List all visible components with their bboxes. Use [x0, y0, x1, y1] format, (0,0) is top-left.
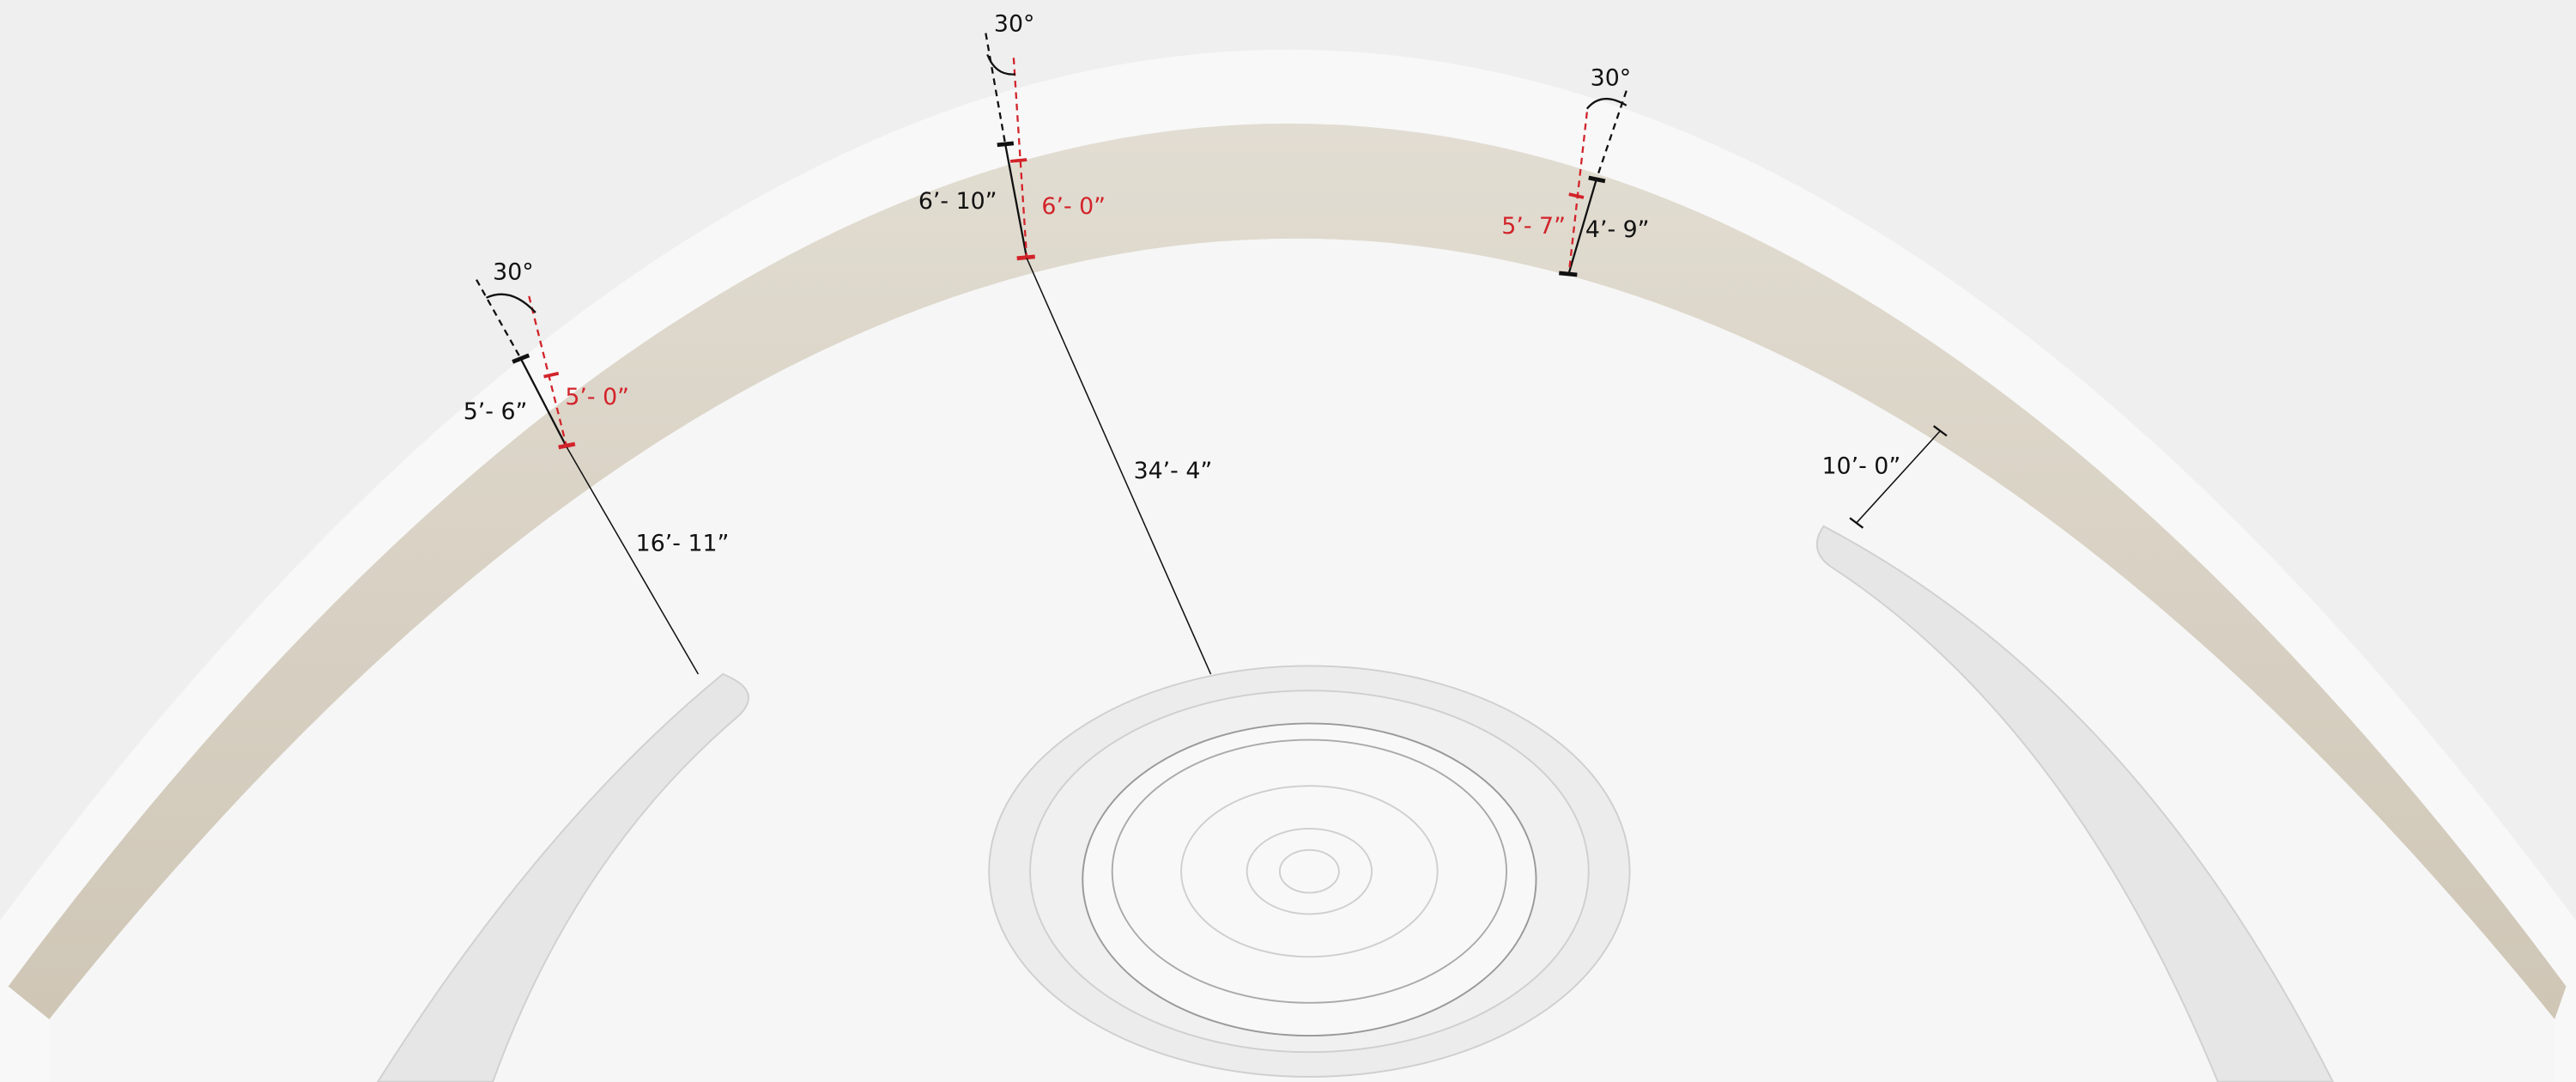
distance: 34’- 4”: [1134, 458, 1213, 484]
wall-height-inner: 5’- 0”: [565, 384, 629, 410]
wall-height-inner: 5’- 7”: [1501, 213, 1566, 240]
left-path: [376, 672, 749, 1082]
dimension-left: [476, 279, 700, 675]
wall-height: 5’- 6”: [464, 398, 528, 425]
distance: 16’- 11”: [636, 530, 730, 556]
angle-label: 30°: [493, 259, 533, 286]
plaza-floor: [49, 238, 2555, 1082]
memorial-wall: [8, 123, 2567, 1019]
dimension-middle: [985, 33, 1212, 675]
wall-height: 4’- 9”: [1585, 216, 1650, 243]
angle-label: 30°: [994, 11, 1034, 38]
center-feature: [988, 665, 1631, 1078]
right-path: [1815, 525, 2334, 1082]
distance: 10’- 0”: [1822, 453, 1901, 479]
wall-height-inner: 6’- 0”: [1041, 193, 1106, 220]
dimension-right: [1559, 90, 1948, 529]
wall-height: 6’- 10”: [918, 188, 997, 215]
angle-label: 30°: [1591, 65, 1631, 92]
